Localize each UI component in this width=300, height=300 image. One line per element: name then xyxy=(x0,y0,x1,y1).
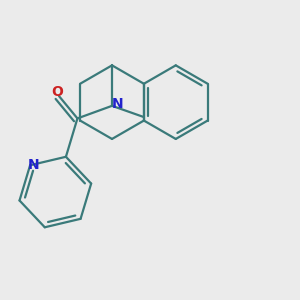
Text: O: O xyxy=(51,85,63,99)
Text: N: N xyxy=(28,158,40,172)
Text: N: N xyxy=(112,97,123,111)
